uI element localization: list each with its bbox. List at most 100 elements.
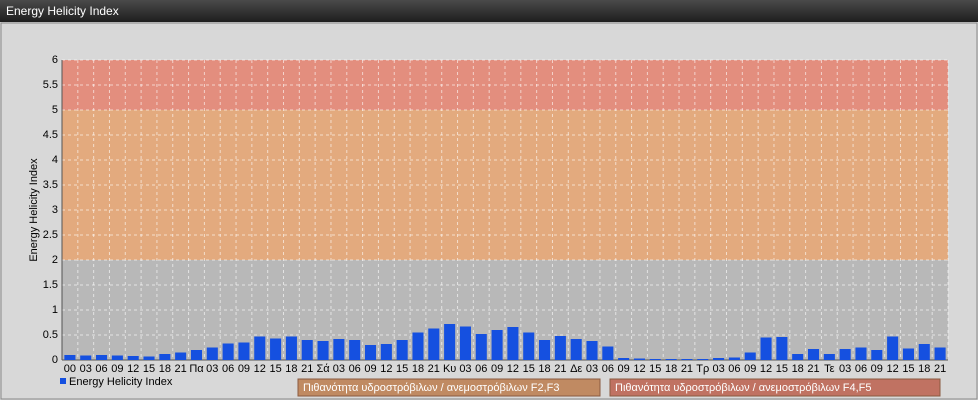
bar	[681, 359, 693, 360]
x-tick-label: 21	[301, 363, 313, 375]
bar	[364, 345, 377, 360]
bar	[159, 354, 171, 360]
bar	[918, 344, 930, 360]
bar	[713, 358, 725, 360]
y-tick-label: 2.5	[43, 229, 58, 241]
bar	[285, 336, 297, 360]
title-bar: Energy Helicity Index	[0, 0, 978, 22]
y-tick-label: 4	[52, 154, 58, 166]
bar	[823, 354, 835, 360]
bar	[143, 356, 155, 360]
bar	[554, 336, 566, 360]
bar	[887, 336, 899, 360]
x-tick-label: 06	[728, 363, 740, 375]
x-tick-label: Σά	[316, 363, 330, 375]
x-tick-label: 21	[175, 363, 187, 375]
bar	[190, 350, 203, 360]
x-tick-label: Τε	[824, 363, 835, 375]
x-tick-label: 06	[95, 363, 107, 375]
x-tick-label: 09	[871, 363, 883, 375]
x-tick-label: 09	[618, 363, 630, 375]
x-tick-label: 09	[491, 363, 503, 375]
x-tick-label: 21	[554, 363, 566, 375]
bar	[428, 328, 440, 360]
x-tick-label: 21	[807, 363, 819, 375]
x-tick-label: 03	[712, 363, 724, 375]
x-tick-label: 12	[760, 363, 772, 375]
bar	[475, 334, 487, 360]
x-tick-label: 12	[127, 363, 139, 375]
y-tick-label: 3.5	[43, 179, 58, 191]
bar	[80, 355, 92, 360]
y-tick-label: 6	[52, 54, 58, 66]
y-tick-label: 1	[52, 304, 58, 316]
bar	[934, 347, 946, 360]
x-tick-label: 21	[934, 363, 946, 375]
x-tick-label: 15	[396, 363, 408, 375]
band-legend-label: Πιθανότητα υδροστρόβιλων / ανεμοστρόβιλω…	[615, 382, 872, 394]
bar	[380, 344, 392, 360]
y-tick-label: 5.5	[43, 79, 58, 91]
y-tick-label: 0	[52, 354, 58, 366]
y-tick-label: 2	[52, 254, 58, 266]
bar	[839, 349, 851, 360]
y-tick-label: 1.5	[43, 279, 58, 291]
legend-label: Energy Helicity Index	[69, 376, 173, 388]
bar	[491, 330, 503, 360]
x-tick-label: Κυ	[443, 363, 456, 375]
bar	[206, 347, 218, 360]
bar	[776, 337, 788, 360]
x-tick-label: Τρ	[696, 363, 709, 375]
x-tick-label: 03	[206, 363, 218, 375]
y-tick-label: 0.5	[43, 329, 58, 341]
x-tick-label: 15	[776, 363, 788, 375]
x-tick-label: 09	[744, 363, 756, 375]
x-tick-label: 09	[364, 363, 376, 375]
x-tick-label: 09	[238, 363, 250, 375]
x-tick-label: 03	[333, 363, 345, 375]
bar	[697, 359, 709, 360]
y-tick-label: 3	[52, 204, 58, 216]
bar	[444, 324, 456, 360]
x-tick-label: 18	[412, 363, 424, 375]
x-tick-label: 18	[918, 363, 930, 375]
x-tick-label: 18	[285, 363, 297, 375]
bar	[618, 358, 630, 360]
bar	[855, 347, 867, 360]
x-tick-label: 12	[254, 363, 266, 375]
bar	[760, 337, 772, 360]
bar	[64, 355, 76, 360]
x-tick-label: 06	[222, 363, 234, 375]
bar	[523, 332, 535, 360]
x-tick-label: Δε	[570, 363, 582, 375]
x-tick-label: 18	[665, 363, 677, 375]
x-tick-label: 03	[80, 363, 92, 375]
bar	[111, 355, 123, 360]
x-tick-label: 06	[855, 363, 867, 375]
frame	[0, 22, 978, 400]
bar	[807, 349, 820, 360]
x-tick-label: 18	[159, 363, 171, 375]
bar	[744, 352, 756, 360]
x-tick-label: 18	[792, 363, 804, 375]
bar	[396, 340, 408, 360]
bar	[539, 340, 551, 360]
bar	[507, 327, 519, 360]
bar	[665, 359, 677, 360]
bar	[602, 346, 614, 360]
bar	[127, 356, 139, 360]
bar	[238, 342, 250, 360]
x-tick-label: 21	[428, 363, 440, 375]
bar	[317, 341, 329, 360]
bar	[633, 358, 646, 360]
x-tick-label: 15	[143, 363, 155, 375]
x-tick-label: 09	[111, 363, 123, 375]
x-tick-label: 15	[269, 363, 281, 375]
band-legend-label: Πιθανότητα υδροστρόβιλων / ανεμοστρόβιλω…	[303, 382, 560, 394]
x-tick-label: 12	[380, 363, 392, 375]
x-tick-label: 03	[839, 363, 851, 375]
bar	[175, 352, 187, 360]
bar	[349, 340, 361, 360]
